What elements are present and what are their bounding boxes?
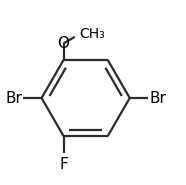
Text: Br: Br <box>5 90 22 105</box>
Text: F: F <box>59 157 68 172</box>
Text: Br: Br <box>149 90 166 105</box>
Text: CH₃: CH₃ <box>79 27 105 41</box>
Text: O: O <box>58 36 70 51</box>
